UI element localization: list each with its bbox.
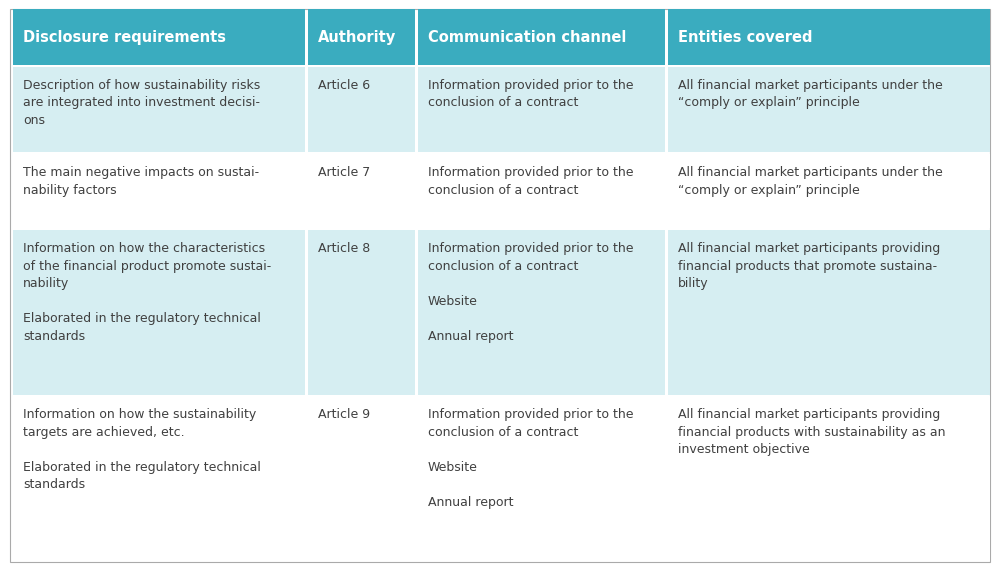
Text: Article 6: Article 6	[318, 79, 370, 92]
Text: All financial market participants providing
financial products that promote sust: All financial market participants provid…	[678, 242, 940, 290]
Text: The main negative impacts on sustai-
nability factors: The main negative impacts on sustai- nab…	[23, 166, 259, 196]
Bar	[668, 230, 990, 395]
Bar	[13, 67, 305, 152]
Bar	[668, 67, 990, 152]
Text: Authority: Authority	[318, 30, 396, 45]
Bar	[668, 154, 990, 228]
Text: Disclosure requirements: Disclosure requirements	[23, 30, 226, 45]
Text: Information provided prior to the
conclusion of a contract: Information provided prior to the conclu…	[428, 79, 634, 109]
Text: Entities covered: Entities covered	[678, 30, 812, 45]
Text: Information provided prior to the
conclusion of a contract

Website

Annual repo: Information provided prior to the conclu…	[428, 408, 634, 509]
Text: Information provided prior to the
conclusion of a contract: Information provided prior to the conclu…	[428, 166, 634, 196]
Bar	[418, 396, 665, 561]
Bar	[13, 396, 305, 561]
Text: Article 9: Article 9	[318, 408, 370, 421]
Text: Article 8: Article 8	[318, 242, 370, 255]
Text: Communication channel: Communication channel	[428, 30, 626, 45]
Bar	[418, 154, 665, 228]
Bar	[418, 67, 665, 152]
Bar	[418, 230, 665, 395]
Bar	[668, 396, 990, 561]
Text: Description of how sustainability risks
are integrated into investment decisi-
o: Description of how sustainability risks …	[23, 79, 260, 127]
Text: All financial market participants under the
“comply or explain” principle: All financial market participants under …	[678, 79, 943, 109]
Text: Information on how the sustainability
targets are achieved, etc.

Elaborated in : Information on how the sustainability ta…	[23, 408, 261, 491]
Bar	[308, 67, 415, 152]
Bar	[308, 396, 415, 561]
Text: Information provided prior to the
conclusion of a contract

Website

Annual repo: Information provided prior to the conclu…	[428, 242, 634, 343]
Bar	[13, 230, 305, 395]
Text: Article 7: Article 7	[318, 166, 370, 179]
Text: All financial market participants under the
“comply or explain” principle: All financial market participants under …	[678, 166, 943, 196]
Bar	[418, 9, 665, 65]
Bar	[308, 9, 415, 65]
Bar	[13, 154, 305, 228]
Text: All financial market participants providing
financial products with sustainabili: All financial market participants provid…	[678, 408, 946, 456]
Bar	[668, 9, 990, 65]
Bar	[308, 230, 415, 395]
Bar	[13, 9, 305, 65]
Bar	[308, 154, 415, 228]
Text: Information on how the characteristics
of the financial product promote sustai-
: Information on how the characteristics o…	[23, 242, 271, 343]
